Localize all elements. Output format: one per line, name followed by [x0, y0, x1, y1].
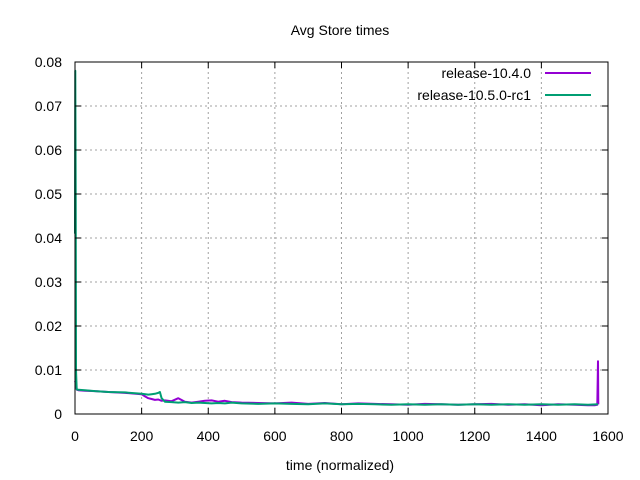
x-tick-label: 1000 — [393, 428, 424, 444]
plot-series — [74, 69, 600, 407]
x-axis-label: time (normalized) — [286, 457, 394, 473]
y-tick-label: 0.05 — [35, 186, 62, 202]
legend-label-1: release-10.4.0 — [441, 65, 531, 81]
y-tick-label: 0.04 — [35, 230, 62, 246]
x-tick-label: 0 — [71, 428, 79, 444]
y-tick-label: 0.01 — [35, 362, 62, 378]
y-tick-label: 0.06 — [35, 142, 62, 158]
y-tick-label: 0 — [54, 406, 62, 422]
x-tick-label: 400 — [197, 428, 221, 444]
chart-title: Avg Store times — [291, 22, 390, 38]
y-tick-label: 0.08 — [35, 54, 62, 70]
x-tick-label: 1600 — [592, 428, 623, 444]
x-tick-label: 800 — [330, 428, 354, 444]
y-tick-label: 0.03 — [35, 274, 62, 290]
legend-label-2: release-10.5.0-rc1 — [417, 87, 531, 103]
x-tick-label: 600 — [263, 428, 287, 444]
grid — [75, 62, 608, 414]
x-tick-label: 1200 — [459, 428, 490, 444]
x-tick-label: 200 — [130, 428, 154, 444]
axis-ticks: 0 200 400 600 800 1000 1200 1400 1600 0 0.01 0.02 0.… — [35, 54, 624, 444]
y-tick-label: 0.07 — [35, 98, 62, 114]
legend: release-10.4.0 release-10.5.0-rc1 — [417, 65, 591, 103]
x-tick-label: 1400 — [526, 428, 557, 444]
series-line-2 — [74, 69, 599, 406]
y-tick-label: 0.02 — [35, 318, 62, 334]
